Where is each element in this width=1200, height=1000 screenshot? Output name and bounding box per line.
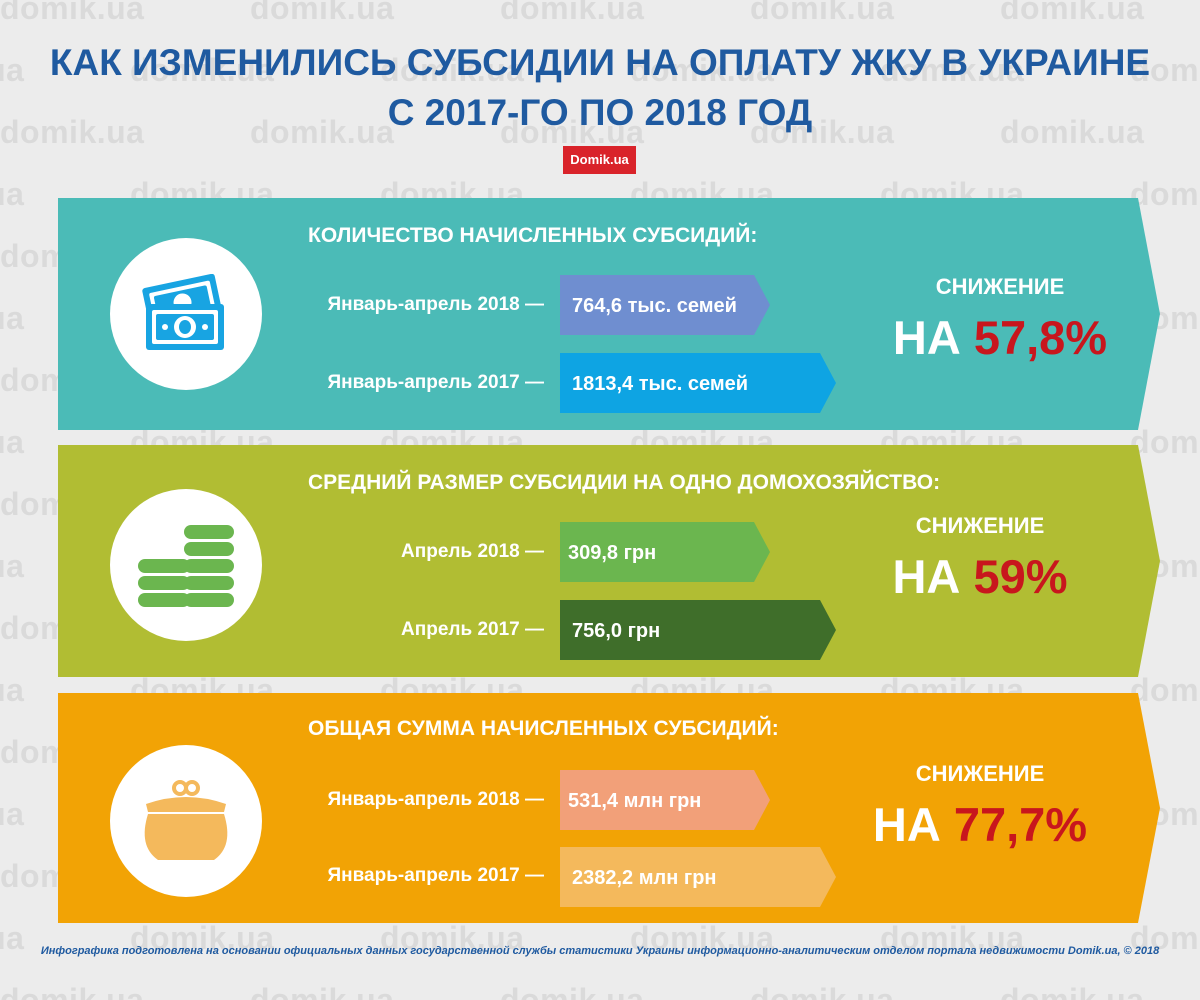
bar-value-2018: 764,6 тыс. семей <box>572 295 737 317</box>
row-label-2017: Январь-апрель 2017 — <box>327 865 544 886</box>
watermark-text: domik.ua <box>0 0 145 26</box>
coin-stacks-icon <box>138 525 234 607</box>
decrease-label: СНИЖЕНИЕ <box>915 761 1045 786</box>
watermark-text: domik.ua <box>0 424 25 460</box>
watermark-text: domik.ua <box>880 52 1025 88</box>
section-average-subsidy: СРЕДНИЙ РАЗМЕР СУБСИДИИ НА ОДНО ДОМОХОЗЯ… <box>58 445 1160 677</box>
decrease-value: НА 77,7% <box>830 797 1130 852</box>
watermark-text: domik.ua <box>630 920 775 956</box>
watermark-text: domik.ua <box>0 920 25 956</box>
section-title: ОБЩАЯ СУММА НАЧИСЛЕННЫХ СУБСИДИЙ: <box>308 717 779 740</box>
icon-circle <box>110 489 262 641</box>
watermark-text: domik.ua <box>380 920 525 956</box>
watermark-text: domik.ua <box>130 52 275 88</box>
section-title: КОЛИЧЕСТВО НАЧИСЛЕННЫХ СУБСИДИЙ: <box>308 224 758 247</box>
row-label-2017: Январь-апрель 2017 — <box>327 372 544 393</box>
footer-note: Инфографика подготовлена на основании оф… <box>40 945 1160 957</box>
watermark-text: domik.ua <box>750 114 895 150</box>
watermark-text: domik.ua <box>1130 52 1200 88</box>
watermark-text: domik.ua <box>0 52 25 88</box>
decrease-label: СНИЖЕНИЕ <box>915 513 1045 538</box>
decrease-value: НА 57,8% <box>850 310 1150 365</box>
brand-badge: Domik.ua <box>563 146 636 174</box>
section-total-subsidy: ОБЩАЯ СУММА НАЧИСЛЕННЫХ СУБСИДИЙ: Январь… <box>58 693 1160 923</box>
decrease-percent: 59% <box>973 550 1068 603</box>
icon-circle <box>110 745 262 897</box>
bar-2018 <box>560 770 770 830</box>
bar-value-2018: 309,8 грн <box>568 542 657 564</box>
section-title: СРЕДНИЙ РАЗМЕР СУБСИДИИ НА ОДНО ДОМОХОЗЯ… <box>308 471 941 494</box>
watermark-text: domik.ua <box>1000 114 1145 150</box>
decrease-prefix: НА <box>892 311 961 364</box>
decrease-label: СНИЖЕНИЕ <box>935 274 1065 299</box>
bar-2018 <box>560 522 770 582</box>
watermark-text: domik.ua <box>1130 176 1200 212</box>
watermark-text: domik.ua <box>1130 672 1200 708</box>
watermark-text: domik.ua <box>500 114 645 150</box>
watermark-text: domik.ua <box>0 114 145 150</box>
watermark-text: domik.ua <box>0 300 25 336</box>
decrease-percent: 57,8% <box>973 311 1108 364</box>
row-label-2018: Апрель 2018 — <box>401 541 544 562</box>
watermark-text: domik.ua <box>250 0 395 26</box>
decrease-value: НА 59% <box>830 549 1130 604</box>
row-label-2017: Апрель 2017 — <box>401 619 544 640</box>
bar-value-2018: 531,4 млн грн <box>568 790 702 812</box>
watermark-text: domik.ua <box>750 982 895 1000</box>
watermark-text: domik.ua <box>250 114 395 150</box>
purse-icon <box>144 780 228 860</box>
page-title-line-2: С 2017-ГО ПО 2018 ГОД <box>387 92 813 133</box>
watermark-text: domik.ua <box>0 796 25 832</box>
watermark-text: domik.ua <box>1130 920 1200 956</box>
bar-value-2017: 756,0 грн <box>572 620 661 642</box>
money-bills-icon <box>142 274 224 350</box>
watermark-text: domik.ua <box>1130 424 1200 460</box>
watermark-text: domik.ua <box>380 52 525 88</box>
watermark-text: domik.ua <box>0 176 25 212</box>
bar-value-2017: 2382,2 млн грн <box>572 867 717 889</box>
watermark-text: domik.ua <box>1000 982 1145 1000</box>
watermark-text: domik.ua <box>750 0 895 26</box>
watermark-text: domik.ua <box>0 672 25 708</box>
watermark-text: domik.ua <box>0 548 25 584</box>
bar-2018 <box>560 275 770 335</box>
bar-2017 <box>560 353 836 413</box>
watermark-text: domik.ua <box>250 982 395 1000</box>
row-label-2018: Январь-апрель 2018 — <box>327 294 544 315</box>
watermark-text: domik.ua <box>630 52 775 88</box>
icon-circle <box>110 238 262 390</box>
watermark-text: domik.ua <box>1000 0 1145 26</box>
watermark-text: domik.ua <box>500 0 645 26</box>
bar-2017 <box>560 847 836 907</box>
row-label-2018: Январь-апрель 2018 — <box>327 789 544 810</box>
bar-value-2017: 1813,4 тыс. семей <box>572 373 749 395</box>
page-title-line-1: КАК ИЗМЕНИЛИСЬ СУБСИДИИ НА ОПЛАТУ ЖКУ В … <box>49 42 1151 83</box>
section-subsidy-count: КОЛИЧЕСТВО НАЧИСЛЕННЫХ СУБСИДИЙ: Январь-… <box>58 198 1160 430</box>
watermark-text: domik.ua <box>500 982 645 1000</box>
decrease-percent: 77,7% <box>953 798 1088 851</box>
watermark-text: domik.ua <box>0 982 145 1000</box>
decrease-prefix: НА <box>892 550 961 603</box>
watermark-text: domik.ua <box>880 920 1025 956</box>
decrease-prefix: НА <box>872 798 941 851</box>
bar-2017 <box>560 600 836 660</box>
watermark-text: domik.ua <box>130 920 275 956</box>
